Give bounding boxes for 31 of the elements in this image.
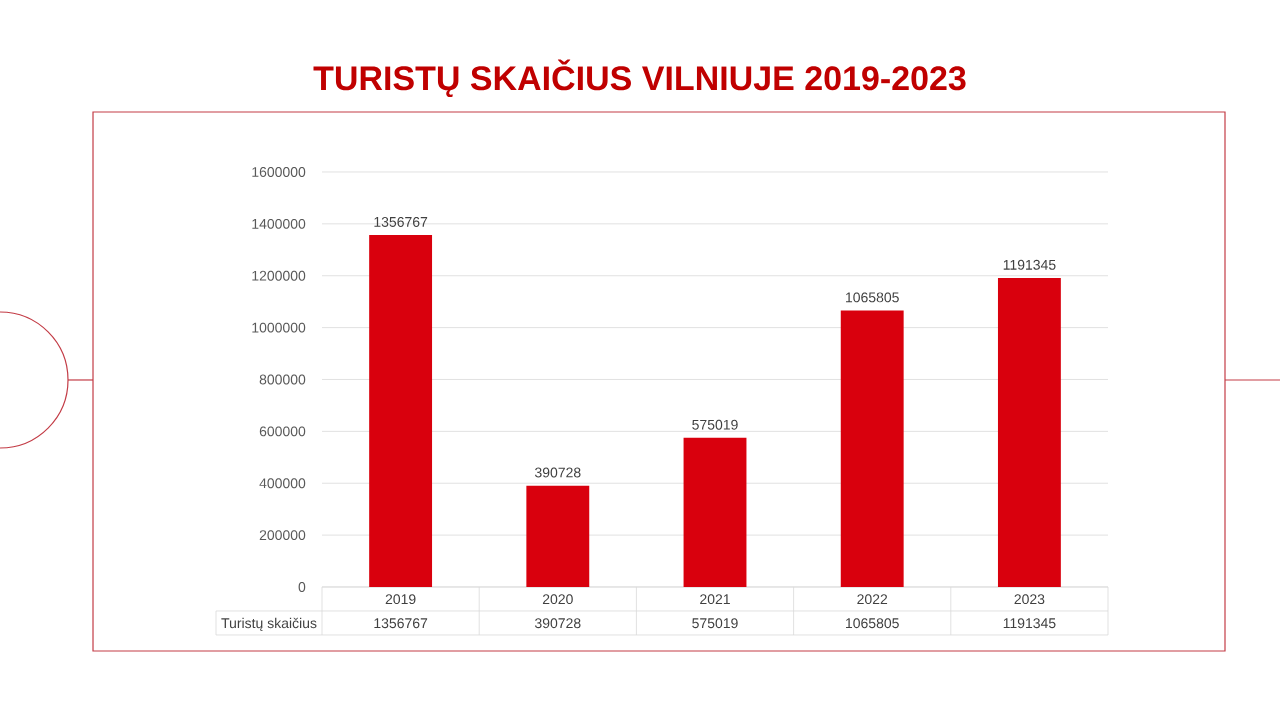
annotation: 1356767 bbox=[374, 216, 428, 227]
y-tick-label: 0 bbox=[298, 582, 306, 592]
x-tick-label: 2022 bbox=[857, 594, 888, 605]
y-tick-label: 200000 bbox=[259, 530, 306, 541]
annotation: 390728 bbox=[534, 467, 581, 478]
y-tick-label: 1400000 bbox=[252, 218, 306, 229]
annotation: 1191345 bbox=[1003, 259, 1056, 270]
bar bbox=[683, 437, 747, 587]
y-tick-label: 600000 bbox=[259, 426, 306, 437]
y-tick-label: 400000 bbox=[259, 478, 306, 489]
x-tick-label: 2019 bbox=[385, 594, 416, 605]
y-tick-label: 800000 bbox=[259, 374, 306, 385]
bar bbox=[840, 310, 904, 587]
x-tick-label: 2023 bbox=[1014, 594, 1045, 605]
bar bbox=[997, 277, 1061, 587]
data-label: 1065805 bbox=[846, 618, 899, 629]
chart-title: TURISTŲ SKAIČIUS VILNIUJE 2019-2023 bbox=[313, 59, 966, 98]
annotation: 1065805 bbox=[846, 292, 899, 303]
text: Turistų skaičius bbox=[221, 617, 317, 631]
annotation: 575019 bbox=[692, 419, 738, 430]
data-label: 390728 bbox=[534, 618, 581, 629]
data-label: 1191345 bbox=[1003, 618, 1056, 629]
x-tick-label: 2020 bbox=[542, 594, 573, 605]
data-label: 575019 bbox=[692, 618, 738, 629]
bar bbox=[526, 485, 590, 587]
x-tick-label: 2021 bbox=[700, 594, 730, 605]
bar bbox=[369, 235, 433, 587]
y-tick-label: 1000000 bbox=[252, 322, 306, 333]
y-tick-label: 1200000 bbox=[252, 270, 306, 281]
y-tick-label: 1600000 bbox=[252, 167, 306, 177]
data-label: 1356767 bbox=[374, 618, 428, 629]
